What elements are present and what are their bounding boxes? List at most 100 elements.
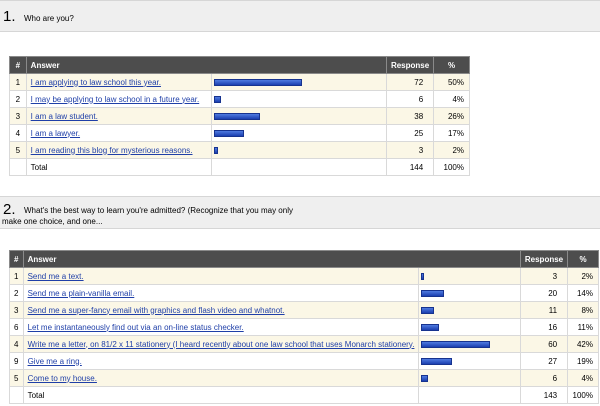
bar-cell — [418, 369, 521, 387]
total-bar-cell — [418, 386, 521, 404]
bar-cell — [211, 141, 387, 159]
table-header-row: # Answer Response % — [9, 250, 599, 268]
response-percent: 26% — [433, 107, 470, 125]
row-number: 3 — [9, 107, 27, 125]
answer-cell: Send me a super-fancy email with graphic… — [22, 301, 420, 319]
response-count: 27 — [519, 352, 569, 370]
answer-link[interactable]: I am applying to law school this year. — [30, 77, 161, 87]
response-percent: 17% — [433, 124, 470, 142]
response-percent: 2% — [567, 267, 599, 285]
question-text-line-2: make one choice, and one... — [2, 217, 103, 226]
response-percent: 11% — [567, 318, 599, 336]
response-count: 11 — [519, 301, 569, 319]
answer-cell: Send me a plain-vanilla email. — [22, 284, 420, 302]
bar-cell — [211, 90, 387, 108]
response-percent: 42% — [567, 335, 599, 353]
row-number: 4 — [9, 124, 27, 142]
response-bar — [421, 374, 429, 382]
bar-cell — [418, 267, 521, 285]
answer-link[interactable]: I am a law student. — [30, 111, 98, 121]
response-percent: 4% — [433, 90, 470, 108]
response-count: 16 — [519, 318, 569, 336]
bar-cell — [418, 284, 521, 302]
total-label: Total — [25, 158, 213, 176]
total-response: 143 — [519, 386, 569, 404]
response-count: 72 — [385, 73, 435, 91]
response-count: 6 — [385, 90, 435, 108]
response-bar — [214, 112, 261, 120]
bar-cell — [418, 335, 521, 353]
response-percent: 50% — [433, 73, 470, 91]
response-bar — [214, 129, 245, 137]
response-bar — [421, 340, 491, 348]
table-row: 6 Let me instantaneously find out via an … — [9, 318, 599, 336]
col-header-response: Response — [519, 250, 569, 268]
answer-cell: Come to my house. — [22, 369, 420, 387]
answer-cell: I am a law student. — [25, 107, 213, 125]
answer-cell: Let me instantaneously find out via an o… — [22, 318, 420, 336]
response-count: 25 — [385, 124, 435, 142]
response-count: 60 — [519, 335, 569, 353]
answer-link[interactable]: I am reading this blog for mysterious re… — [30, 145, 193, 155]
response-bar — [214, 78, 303, 86]
answer-cell: I am a lawyer. — [25, 124, 213, 142]
question-number: 1. — [3, 8, 16, 25]
answer-link[interactable]: Give me a ring. — [27, 356, 82, 366]
row-number: 2 — [9, 90, 27, 108]
response-bar — [421, 306, 435, 314]
response-bar — [421, 323, 440, 331]
table-row: 2 Send me a plain-vanilla email. 20 14% — [9, 284, 599, 302]
response-percent: 19% — [567, 352, 599, 370]
answer-link[interactable]: Let me instantaneously find out via an o… — [27, 322, 244, 332]
bar-cell — [211, 73, 387, 91]
bar-cell — [418, 352, 521, 370]
question-text-line-1: What's the best way to learn you're admi… — [24, 206, 293, 215]
answer-link[interactable]: I am a lawyer. — [30, 128, 81, 138]
total-bar-cell — [211, 158, 387, 176]
question-number: 2. — [3, 201, 16, 218]
table-row: 5 Come to my house. 6 4% — [9, 369, 599, 387]
col-header-num: # — [9, 250, 24, 268]
response-count: 20 — [519, 284, 569, 302]
answer-cell: I am applying to law school this year. — [25, 73, 213, 91]
col-header-response: Response — [385, 56, 435, 74]
total-percent: 100% — [567, 386, 599, 404]
answer-link[interactable]: Write me a letter, on 81/2 x 11 statione… — [27, 339, 415, 349]
response-bar — [421, 289, 445, 297]
answer-cell: Send me a text. — [22, 267, 420, 285]
answer-link[interactable]: I may be applying to law school in a fut… — [30, 94, 200, 104]
row-number: 2 — [9, 284, 24, 302]
answer-link[interactable]: Come to my house. — [27, 373, 97, 383]
answer-link[interactable]: Send me a text. — [27, 271, 84, 281]
question-1-header: 1. Who are you? — [0, 0, 600, 32]
bar-cell — [418, 318, 521, 336]
response-percent: 14% — [567, 284, 599, 302]
table-row: 4 Write me a letter, on 81/2 x 11 station… — [9, 335, 599, 353]
total-num-cell — [9, 386, 24, 404]
response-bar — [421, 357, 453, 365]
answer-link[interactable]: Send me a super-fancy email with graphic… — [27, 305, 285, 315]
response-count: 38 — [385, 107, 435, 125]
table-header-row: # Answer Response % — [9, 56, 470, 74]
row-number: 6 — [9, 318, 24, 336]
col-header-percent: % — [433, 56, 470, 74]
total-label: Total — [22, 386, 420, 404]
total-row: Total 143 100% — [9, 386, 599, 404]
row-number: 9 — [9, 352, 24, 370]
answer-cell: Give me a ring. — [22, 352, 420, 370]
table-row: 9 Give me a ring. 27 19% — [9, 352, 599, 370]
bar-cell — [418, 301, 521, 319]
response-count: 3 — [519, 267, 569, 285]
row-number: 1 — [9, 73, 27, 91]
answer-cell: I am reading this blog for mysterious re… — [25, 141, 213, 159]
col-header-num: # — [9, 56, 27, 74]
bar-cell — [211, 124, 387, 142]
total-percent: 100% — [433, 158, 470, 176]
row-number: 3 — [9, 301, 24, 319]
total-row: Total 144 100% — [9, 158, 470, 176]
answer-link[interactable]: Send me a plain-vanilla email. — [27, 288, 135, 298]
results-table-q2: # Answer Response % 1 Send me a text. 3 2% 2… — [9, 250, 599, 404]
